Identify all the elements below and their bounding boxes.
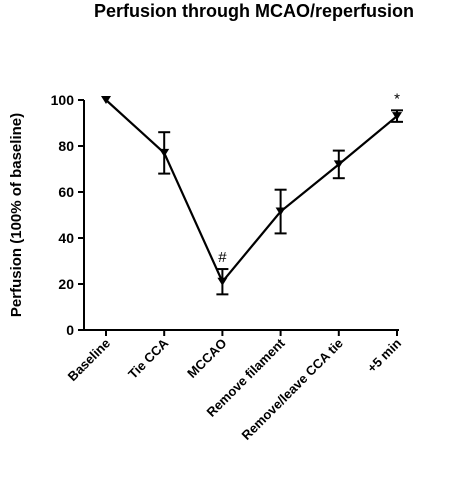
- significance-annotation: *: [394, 90, 400, 107]
- x-tick-label: Remove/leave CCA tie: [239, 336, 346, 443]
- y-axis-label: Perfusion (100% of baseline): [8, 113, 25, 317]
- x-tick-label: MCCAO: [184, 336, 229, 381]
- y-tick-label: 80: [58, 138, 74, 154]
- annotations: #*: [218, 90, 400, 266]
- series-line: [101, 96, 403, 296]
- data-point-marker: [159, 148, 170, 157]
- data-point-marker: [392, 112, 402, 121]
- y-axis: 0 20 40 60 80 100: [51, 92, 85, 338]
- y-tick-label: 0: [66, 322, 74, 338]
- x-tick-label: Tie CCA: [125, 335, 172, 382]
- y-tick-label: 60: [58, 184, 74, 200]
- x-tick-label: Baseline: [65, 336, 113, 384]
- data-point-marker: [333, 160, 344, 169]
- y-tick-label: 40: [58, 230, 74, 246]
- y-tick-label: 20: [58, 276, 74, 292]
- x-tick-label: +5 min: [364, 335, 404, 375]
- chart-title: Perfusion through MCAO/reperfusion: [94, 1, 414, 21]
- data-point-marker: [217, 277, 228, 286]
- y-tick-label: 100: [51, 92, 75, 108]
- data-point-marker: [101, 96, 111, 104]
- series-line-path: [105, 99, 398, 284]
- data-point-marker: [275, 207, 286, 216]
- significance-annotation: #: [218, 249, 227, 266]
